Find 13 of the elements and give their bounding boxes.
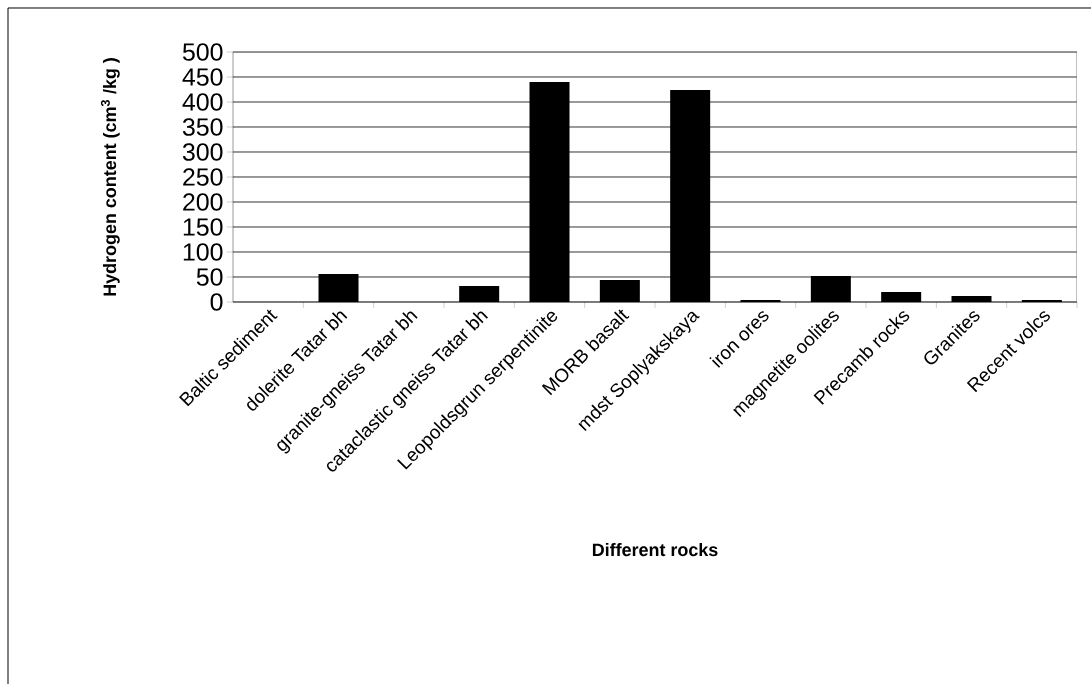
y-axis-title: Hydrogen content (cm$^{3}$ /kg ) [100,58,120,296]
y-tick-label: 200 [183,193,223,211]
y-tick-label: 500 [182,43,223,61]
y-tick-label: 0 [210,293,223,311]
y-tick-label: 100 [183,243,223,261]
y-tick-label: 400 [182,93,223,111]
y-tick-label: 300 [182,143,223,161]
y-tick-label: 350 [182,118,223,136]
x-axis-title: Different rocks [592,542,718,557]
y-tick-label: 50 [196,268,223,286]
y-tick-label: 150 [183,218,223,236]
y-tick-label: 250 [183,168,223,186]
y-tick-label: 450 [182,68,223,86]
